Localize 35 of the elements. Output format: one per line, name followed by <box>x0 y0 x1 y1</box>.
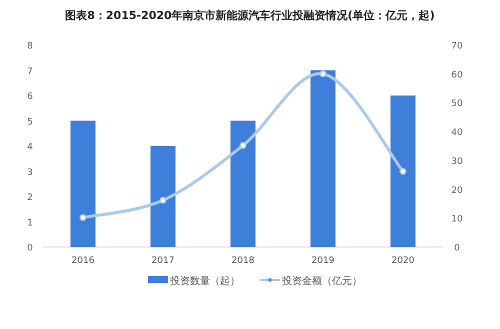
y2-tick-label: 50 <box>451 99 463 110</box>
x-tick-label: 2016 <box>72 256 95 266</box>
bar <box>150 146 176 247</box>
y2-tick-label: 60 <box>451 70 463 80</box>
legend-label: 投资数量（起） <box>169 275 240 287</box>
x-tick-label: 2017 <box>152 256 174 266</box>
y2-tick-label: 30 <box>451 156 463 167</box>
point <box>320 70 326 78</box>
legend-label: 投资金额（亿元） <box>281 275 362 287</box>
point <box>240 142 246 149</box>
chart-title: 图表8：2015-2020年南京市新能源汽车行业投融资情况(单位：亿元，起) <box>65 9 435 22</box>
y-tick-label: 2 <box>27 193 33 203</box>
y2-tick-label: 40 <box>451 128 463 138</box>
y2-tick-label: 10 <box>451 214 463 225</box>
x-tick-label: 2020 <box>392 256 415 266</box>
y-tick-label: 4 <box>27 142 34 152</box>
y-tick-label: 7 <box>27 66 33 77</box>
y-tick-label: 8 <box>27 42 34 52</box>
bar <box>390 96 416 247</box>
bar <box>70 120 96 247</box>
y2-tick-label: 0 <box>454 244 460 254</box>
y2-tick-label: 70 <box>451 42 463 52</box>
x-tick-label: 2018 <box>232 256 255 266</box>
bar <box>230 120 256 247</box>
point <box>160 196 166 204</box>
point <box>400 168 406 175</box>
y2-tick-label: 20 <box>451 186 463 196</box>
y-tick-label: 1 <box>27 218 33 228</box>
point <box>80 214 86 222</box>
y-tick-label: 3 <box>27 168 33 178</box>
y-tick-label: 6 <box>27 92 34 102</box>
y-tick-label: 0 <box>27 244 34 254</box>
bar <box>310 70 336 247</box>
y-tick-label: 5 <box>27 117 33 128</box>
x-tick-label: 2019 <box>312 256 335 266</box>
